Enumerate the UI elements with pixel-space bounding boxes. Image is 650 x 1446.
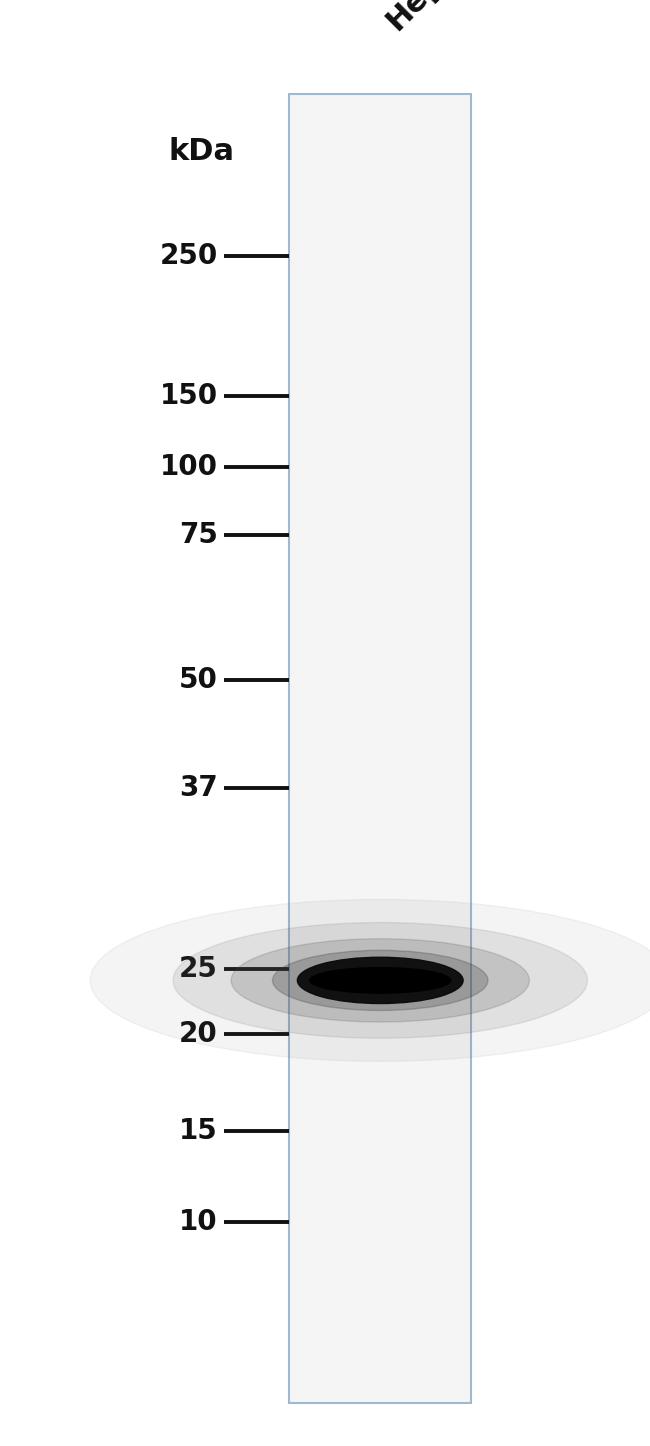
Text: 250: 250	[159, 241, 218, 270]
Text: 25: 25	[179, 954, 218, 983]
Text: 100: 100	[160, 453, 218, 482]
Ellipse shape	[272, 950, 488, 1011]
FancyBboxPatch shape	[289, 94, 471, 1403]
Text: 50: 50	[179, 665, 218, 694]
Text: 10: 10	[179, 1207, 218, 1236]
Ellipse shape	[298, 957, 463, 1004]
Text: kDa: kDa	[168, 137, 235, 166]
Text: 150: 150	[160, 382, 218, 411]
Ellipse shape	[310, 967, 450, 993]
Ellipse shape	[173, 923, 588, 1038]
Ellipse shape	[90, 899, 650, 1061]
Text: 20: 20	[179, 1019, 218, 1048]
Text: 15: 15	[179, 1116, 218, 1145]
Text: HepG2: HepG2	[380, 0, 481, 36]
Text: 37: 37	[179, 774, 218, 803]
Text: 75: 75	[179, 521, 218, 549]
Ellipse shape	[231, 938, 529, 1022]
